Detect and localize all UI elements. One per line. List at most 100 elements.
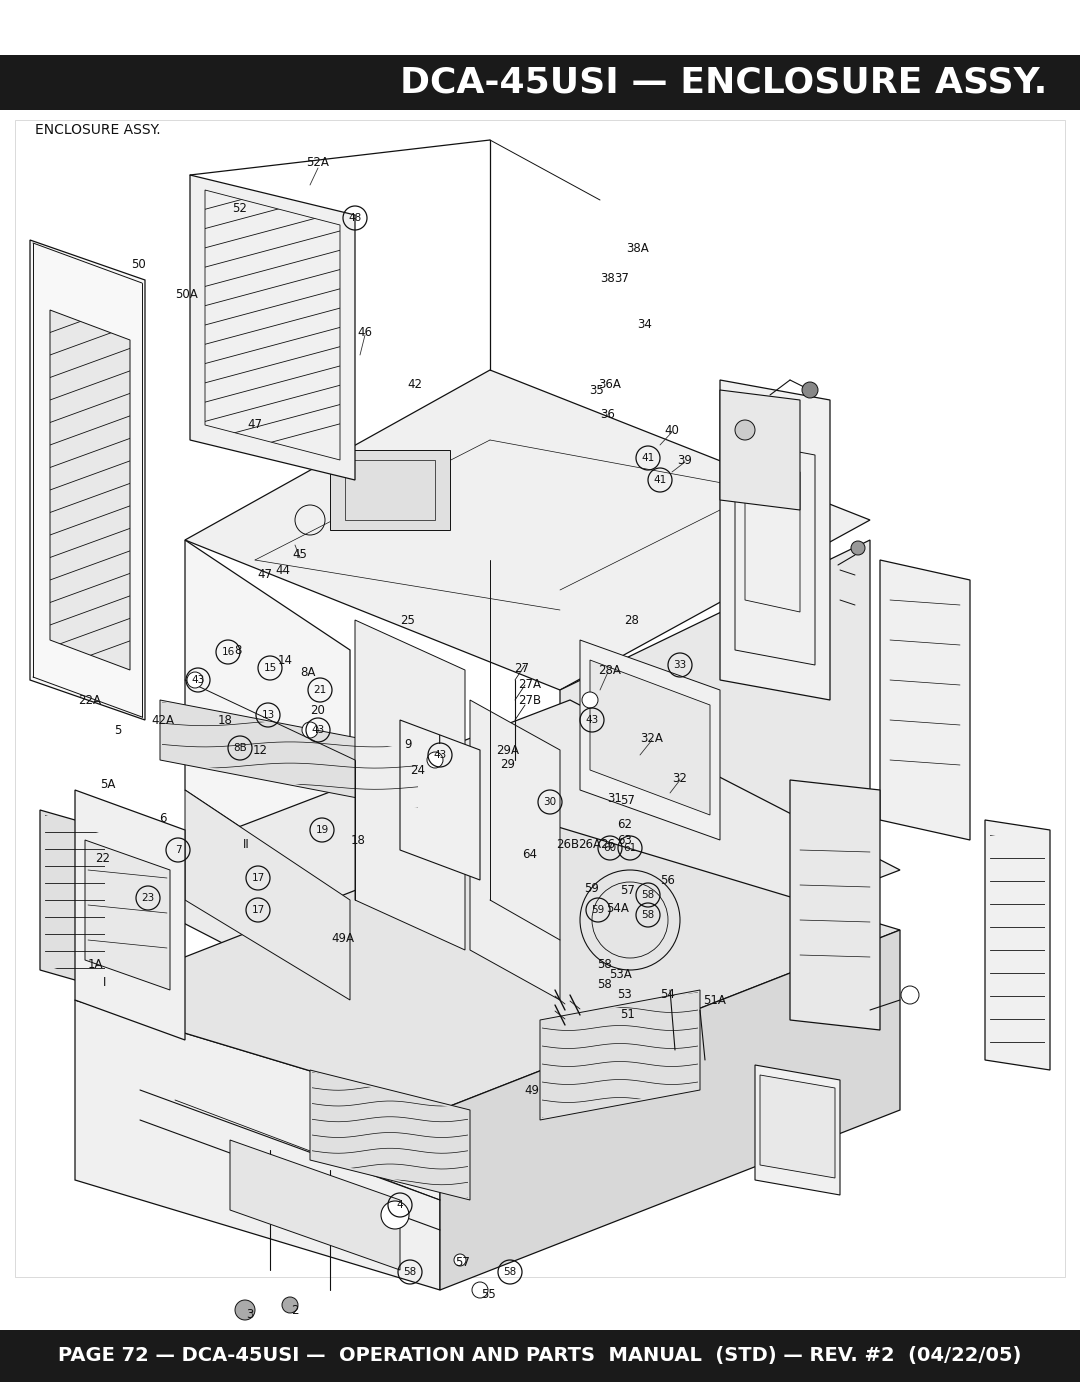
Text: 54A: 54A	[607, 901, 630, 915]
Text: 8B: 8B	[233, 743, 247, 753]
Polygon shape	[100, 700, 900, 1051]
Text: 23: 23	[141, 893, 154, 902]
Text: 42A: 42A	[151, 714, 175, 726]
Text: 41: 41	[642, 453, 654, 462]
Text: 62: 62	[618, 819, 633, 831]
Text: 22A: 22A	[79, 693, 102, 707]
Circle shape	[235, 1301, 255, 1320]
Text: 18: 18	[217, 714, 232, 726]
Text: 26B: 26B	[556, 838, 580, 852]
Text: 58: 58	[597, 978, 612, 992]
Polygon shape	[561, 541, 870, 950]
Text: 27B: 27B	[518, 693, 541, 707]
Text: ENCLOSURE ASSY.: ENCLOSURE ASSY.	[35, 123, 161, 137]
Text: 34: 34	[637, 319, 652, 331]
Polygon shape	[985, 820, 1050, 1070]
Text: 43: 43	[433, 750, 447, 760]
Polygon shape	[185, 541, 350, 900]
Text: 61: 61	[623, 842, 636, 854]
Text: 57: 57	[621, 793, 635, 806]
Text: 45: 45	[293, 549, 308, 562]
Polygon shape	[440, 930, 900, 1289]
Polygon shape	[880, 560, 970, 840]
Polygon shape	[75, 789, 185, 1039]
Text: 17: 17	[252, 905, 265, 915]
Text: 1A: 1A	[87, 958, 103, 971]
Circle shape	[735, 420, 755, 440]
Text: 21: 21	[313, 685, 326, 694]
Text: 52A: 52A	[307, 155, 329, 169]
Text: 4: 4	[396, 1200, 403, 1210]
Text: 36A: 36A	[598, 379, 621, 391]
Text: 18: 18	[351, 834, 365, 847]
Text: 5: 5	[114, 724, 122, 736]
Text: 36: 36	[600, 408, 616, 422]
Text: 55: 55	[481, 1288, 496, 1302]
Text: 52: 52	[232, 201, 247, 215]
Polygon shape	[720, 390, 800, 510]
Text: 57: 57	[456, 1256, 471, 1268]
Text: 53A: 53A	[609, 968, 632, 982]
Text: I: I	[104, 975, 107, 989]
Polygon shape	[50, 310, 130, 671]
Polygon shape	[789, 780, 880, 1030]
Text: 46: 46	[357, 326, 373, 338]
Text: 38: 38	[600, 271, 616, 285]
Text: 59: 59	[592, 905, 605, 915]
Text: 60: 60	[604, 842, 617, 854]
Text: 22: 22	[95, 852, 110, 865]
Text: 51A: 51A	[703, 993, 727, 1006]
Text: 37: 37	[615, 271, 630, 285]
Text: 58: 58	[642, 890, 654, 900]
Text: 20: 20	[311, 704, 325, 717]
Text: 25: 25	[401, 613, 416, 626]
Text: 43: 43	[311, 725, 325, 735]
Text: 19: 19	[315, 826, 328, 835]
Polygon shape	[580, 640, 720, 840]
Text: 31: 31	[608, 792, 622, 805]
Text: 13: 13	[261, 710, 274, 719]
Text: I: I	[438, 733, 442, 746]
Text: 26A: 26A	[579, 838, 602, 852]
Text: 48: 48	[349, 212, 362, 224]
Bar	[0, 1330, 1080, 1382]
Polygon shape	[30, 240, 145, 719]
Text: 26: 26	[600, 838, 616, 852]
Bar	[330, 450, 450, 529]
Circle shape	[187, 672, 203, 687]
Text: 32: 32	[673, 771, 688, 785]
Text: 38A: 38A	[626, 242, 649, 254]
Polygon shape	[470, 700, 561, 1000]
Text: 44: 44	[275, 563, 291, 577]
Text: 40: 40	[664, 423, 679, 436]
Text: 27A: 27A	[518, 679, 541, 692]
Text: 50: 50	[131, 258, 146, 271]
Polygon shape	[85, 840, 170, 990]
Circle shape	[582, 692, 598, 708]
Text: 9: 9	[404, 739, 411, 752]
Polygon shape	[355, 620, 465, 950]
Polygon shape	[75, 820, 900, 1111]
Text: 58: 58	[503, 1267, 516, 1277]
Text: PAGE 72 — DCA-45USI —  OPERATION AND PARTS  MANUAL  (STD) — REV. #2  (04/22/05): PAGE 72 — DCA-45USI — OPERATION AND PART…	[58, 1347, 1022, 1365]
Text: 49A: 49A	[332, 932, 354, 944]
Text: 6: 6	[159, 812, 166, 824]
Text: 63: 63	[618, 834, 633, 847]
Text: 8A: 8A	[300, 665, 315, 679]
Polygon shape	[590, 659, 710, 814]
Text: 49: 49	[525, 1084, 540, 1097]
Text: 51: 51	[621, 1009, 635, 1021]
Circle shape	[302, 722, 318, 738]
Polygon shape	[160, 700, 420, 810]
Text: 42: 42	[407, 379, 422, 391]
Text: 47: 47	[247, 419, 262, 432]
Circle shape	[472, 1282, 488, 1298]
Text: 39: 39	[677, 454, 692, 467]
Text: 29A: 29A	[497, 743, 519, 757]
Text: 43: 43	[585, 715, 598, 725]
Text: 30: 30	[543, 798, 556, 807]
Circle shape	[427, 752, 443, 768]
Text: 58: 58	[403, 1267, 417, 1277]
Text: 15: 15	[264, 664, 276, 673]
Text: 3: 3	[246, 1309, 254, 1322]
